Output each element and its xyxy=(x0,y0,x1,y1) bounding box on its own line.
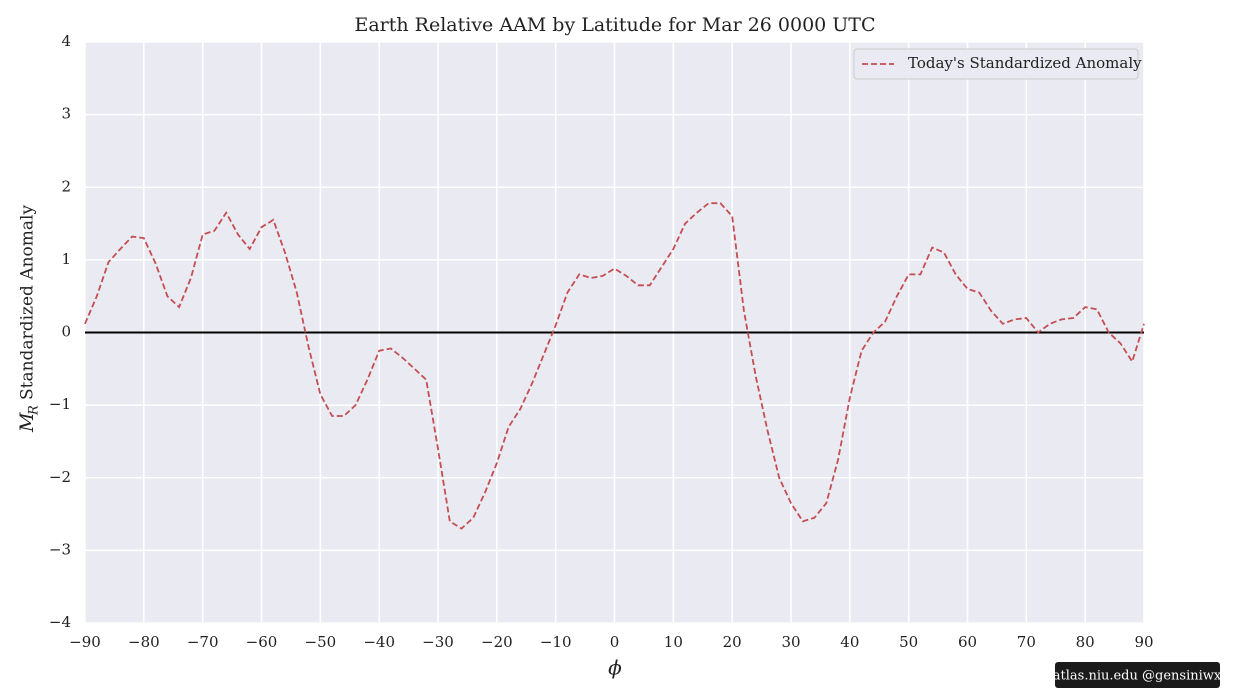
y-tick-label: −4 xyxy=(49,613,71,631)
x-tick-label: 10 xyxy=(664,633,683,651)
y-tick-label: 2 xyxy=(61,177,71,195)
x-tick-label: −60 xyxy=(246,633,278,651)
x-tick-label: 50 xyxy=(899,633,918,651)
watermark: atlas.niu.edu @gensiniwx xyxy=(1053,669,1222,684)
x-tick-label: −80 xyxy=(128,633,160,651)
y-axis-label: Standardized Anomaly xyxy=(18,205,38,400)
x-tick-label: 30 xyxy=(781,633,800,651)
y-tick-label: −2 xyxy=(49,468,71,486)
x-tick-label: −40 xyxy=(363,633,395,651)
x-tick-label: −30 xyxy=(422,633,454,651)
x-tick-label: −10 xyxy=(540,633,572,651)
x-tick-label: 0 xyxy=(610,633,620,651)
data-line xyxy=(84,202,1145,530)
y-axis-symbol-sub: R xyxy=(27,405,42,416)
x-tick-label: −70 xyxy=(187,633,219,651)
x-tick-label: −50 xyxy=(305,633,337,651)
y-tick-label: −1 xyxy=(49,395,71,413)
x-tick-label: 40 xyxy=(840,633,859,651)
y-tick-label: −3 xyxy=(49,540,71,558)
x-tick-label: 70 xyxy=(1017,633,1036,651)
y-tick-label: 1 xyxy=(61,250,71,268)
y-tick-label: 0 xyxy=(61,323,71,341)
y-tick-label: 3 xyxy=(61,105,71,123)
chart-title: Earth Relative AAM by Latitude for Mar 2… xyxy=(354,14,875,36)
x-tick-label: 90 xyxy=(1134,633,1153,651)
x-axis-label: ϕ xyxy=(608,656,622,680)
legend: Today's Standardized Anomaly xyxy=(853,48,1142,80)
x-tick-label: −90 xyxy=(69,633,101,651)
legend-label: Today's Standardized Anomaly xyxy=(908,54,1142,72)
watermark-box xyxy=(1055,662,1220,688)
y-axis-symbol: M xyxy=(16,412,38,433)
y-axis-label-group: M R Standardized Anomaly xyxy=(16,205,42,433)
x-tick-label: −20 xyxy=(481,633,513,651)
x-tick-label: 80 xyxy=(1076,633,1095,651)
x-tick-label: 20 xyxy=(723,633,742,651)
x-tick-label: 60 xyxy=(958,633,977,651)
legend-box xyxy=(853,48,1139,80)
y-tick-label: 4 xyxy=(61,32,71,50)
